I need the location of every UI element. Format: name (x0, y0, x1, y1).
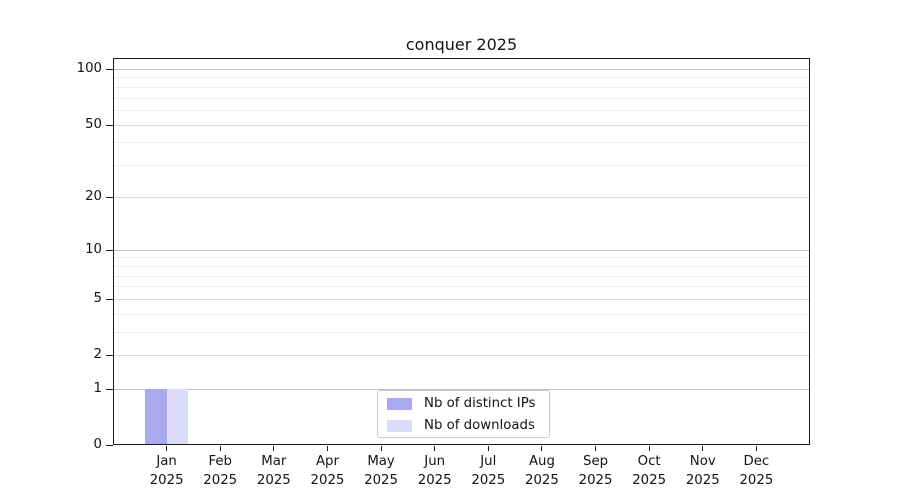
y-major-gridline-100 (114, 69, 809, 70)
x-tick-year: 2025 (417, 473, 452, 488)
x-tick-label-jun: Jun 2025 (405, 452, 465, 490)
plot-area (113, 58, 810, 445)
legend-entry-distinct-ips: Nb of distinct IPs (378, 393, 549, 414)
y-major-gridline-20 (114, 197, 809, 198)
y-minor-gridline-3 (114, 332, 809, 333)
x-tick-year: 2025 (471, 473, 506, 488)
y-major-gridline-2 (114, 355, 809, 356)
x-tick-year: 2025 (256, 473, 291, 488)
y-tick-20 (106, 197, 113, 198)
chart-title: conquer 2025 (405, 35, 518, 54)
y-minor-gridline-6 (114, 286, 809, 287)
y-minor-gridline-40 (114, 142, 809, 143)
y-tick-1 (106, 389, 113, 390)
x-tick-label-nov: Nov 2025 (673, 452, 733, 490)
x-tick-label-may: May 2025 (351, 452, 411, 490)
x-tick-month: Apr (315, 454, 339, 469)
y-tick-2 (106, 355, 113, 356)
x-tick-label-aug: Aug 2025 (512, 452, 572, 490)
x-tick-year: 2025 (685, 473, 720, 488)
y-minor-gridline-9 (114, 257, 809, 258)
y-minor-gridline-8 (114, 266, 809, 267)
y-major-gridline-5 (114, 299, 809, 300)
y-tick-label-2: 2 (93, 347, 102, 363)
x-tick-label-oct: Oct 2025 (619, 452, 679, 490)
bar-downloads-jan (166, 388, 189, 444)
downloads-swatch (387, 419, 412, 432)
x-tick-month: Dec (743, 454, 770, 469)
y-tick-label-50: 50 (85, 116, 102, 132)
x-tick-feb (219, 446, 221, 451)
x-tick-month: May (367, 454, 395, 469)
x-tick-oct (648, 446, 650, 451)
x-tick-month: Jul (480, 454, 497, 469)
y-minor-gridline-90 (114, 77, 809, 78)
y-major-gridline-10 (114, 250, 809, 251)
legend-entry-downloads: Nb of downloads (378, 415, 549, 436)
x-tick-jul (487, 446, 489, 451)
x-tick-year: 2025 (149, 473, 184, 488)
x-tick-year: 2025 (203, 473, 238, 488)
y-tick-label-5: 5 (93, 291, 102, 307)
x-tick-year: 2025 (525, 473, 559, 488)
y-tick-10 (106, 250, 113, 251)
x-tick-year: 2025 (364, 473, 398, 488)
y-tick-50 (106, 125, 113, 126)
legend-label-distinct-ips: Nb of distinct IPs (424, 395, 536, 411)
y-minor-gridline-30 (114, 165, 809, 166)
y-tick-0 (106, 445, 113, 446)
x-tick-month: Feb (208, 454, 232, 469)
y-tick-label-1: 1 (93, 380, 102, 396)
x-tick-year: 2025 (310, 473, 345, 488)
x-tick-month: Nov (689, 454, 716, 469)
y-major-gridline-1 (114, 389, 809, 390)
x-tick-dec (755, 446, 757, 451)
y-tick-label-100: 100 (76, 61, 102, 76)
x-tick-apr (326, 446, 328, 451)
x-tick-sep (595, 446, 597, 451)
y-minor-gridline-7 (114, 276, 809, 277)
x-tick-jan (166, 446, 168, 451)
y-minor-gridline-60 (114, 110, 809, 111)
y-minor-gridline-70 (114, 98, 809, 99)
y-minor-gridline-80 (114, 87, 809, 88)
x-tick-mar (273, 446, 275, 451)
x-tick-year: 2025 (578, 473, 613, 488)
x-tick-label-dec: Dec 2025 (726, 452, 786, 490)
distinct-ips-swatch (387, 397, 412, 410)
y-tick-label-20: 20 (85, 188, 102, 204)
y-major-gridline-50 (114, 125, 809, 126)
x-tick-month: Jun (424, 454, 446, 469)
y-tick-label-10: 10 (85, 241, 102, 257)
x-tick-nov (702, 446, 704, 451)
x-tick-month: Mar (261, 454, 287, 469)
x-tick-month: Oct (637, 454, 661, 469)
x-tick-may (380, 446, 382, 451)
x-tick-label-sep: Sep 2025 (566, 452, 626, 490)
x-tick-month: Sep (583, 454, 609, 469)
x-tick-month: Jan (156, 454, 177, 469)
y-tick-label-0: 0 (93, 437, 102, 452)
x-tick-year: 2025 (739, 473, 774, 488)
x-tick-label-mar: Mar 2025 (244, 452, 304, 490)
x-tick-month: Aug (528, 454, 555, 469)
x-tick-label-jan: Jan 2025 (137, 452, 197, 490)
x-tick-label-jul: Jul 2025 (458, 452, 518, 490)
x-tick-label-feb: Feb 2025 (190, 452, 250, 490)
x-tick-aug (541, 446, 543, 451)
bar-distinct-ips-jan (145, 388, 167, 444)
y-minor-gridline-4 (114, 314, 809, 315)
y-tick-100 (106, 69, 113, 70)
x-tick-jun (434, 446, 436, 451)
legend-label-downloads: Nb of downloads (424, 417, 535, 433)
legend: Nb of distinct IPs Nb of downloads (377, 390, 550, 438)
x-tick-year: 2025 (632, 473, 667, 488)
y-tick-5 (106, 299, 113, 300)
x-tick-label-apr: Apr 2025 (297, 452, 357, 490)
